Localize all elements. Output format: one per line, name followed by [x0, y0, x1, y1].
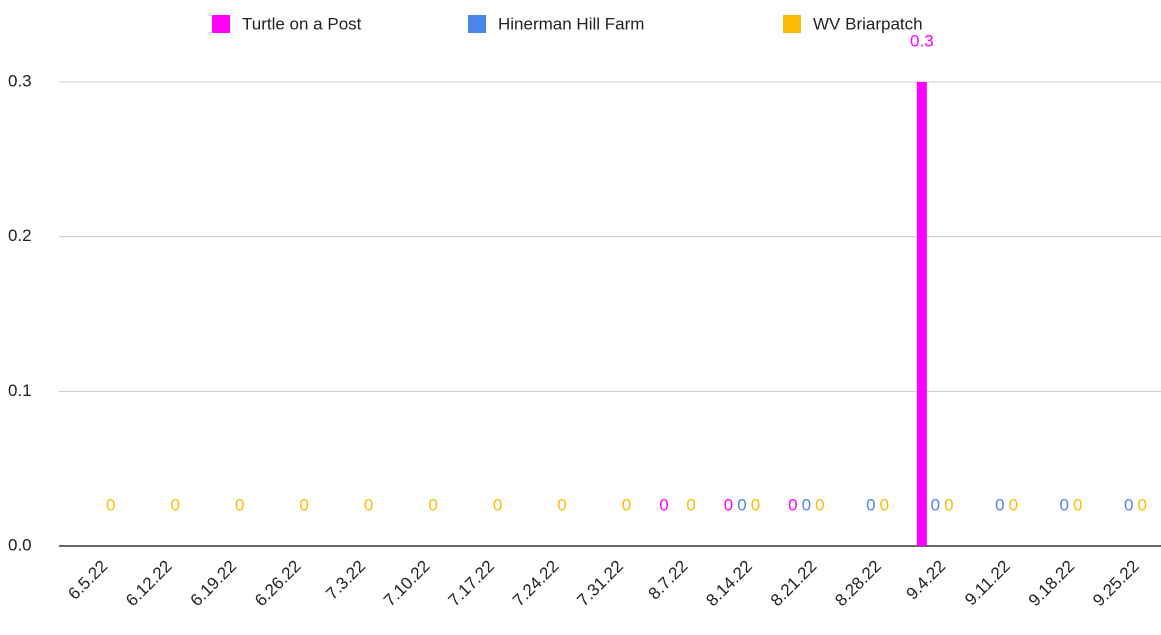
legend-swatch — [212, 15, 230, 33]
y-tick-label: 0.1 — [8, 381, 32, 400]
data-label: 0 — [170, 495, 179, 514]
x-tick-label: 8.14.22 — [702, 557, 756, 611]
data-label: 0 — [364, 495, 373, 514]
data-label: 0 — [751, 495, 760, 514]
x-tick-label: 9.18.22 — [1025, 557, 1079, 611]
x-tick-label: 6.12.22 — [122, 557, 176, 611]
x-tick-label: 7.10.22 — [380, 557, 434, 611]
x-tick-label: 9.11.22 — [961, 557, 1014, 610]
x-tick-label: 9.25.22 — [1089, 557, 1143, 611]
data-label: 0 — [659, 495, 668, 514]
legend-swatch — [783, 15, 801, 33]
data-label: 0 — [428, 495, 437, 514]
data-label: 0 — [931, 495, 940, 514]
data-label: 0 — [880, 495, 889, 514]
x-tick-label: 8.28.22 — [831, 557, 885, 611]
data-label: 0 — [622, 495, 631, 514]
data-label: 0 — [106, 495, 115, 514]
data-label: 0 — [788, 495, 797, 514]
y-tick-label: 0.3 — [8, 71, 32, 90]
data-label: 0 — [995, 495, 1004, 514]
x-tick-label: 9.4.22 — [902, 557, 949, 604]
x-tick-label: 8.21.22 — [767, 557, 821, 611]
data-label: 0 — [493, 495, 502, 514]
y-tick-label: 0.2 — [8, 226, 32, 245]
x-tick-label: 8.7.22 — [645, 557, 692, 604]
data-label: 0 — [686, 495, 695, 514]
data-label: 0 — [235, 495, 244, 514]
x-tick-label: 7.24.22 — [509, 557, 563, 611]
data-label: 0 — [815, 495, 824, 514]
x-tick-label: 7.17.22 — [445, 557, 499, 611]
bar — [916, 82, 927, 546]
x-tick-label: 6.5.22 — [64, 557, 111, 604]
data-label: 0 — [1009, 495, 1018, 514]
x-tick-label: 6.26.22 — [251, 557, 305, 611]
data-label: 0 — [1060, 495, 1069, 514]
x-tick-label: 7.31.22 — [573, 557, 627, 611]
y-tick-label: 0.0 — [8, 535, 32, 554]
data-label: 0 — [557, 495, 566, 514]
legend-swatch — [468, 15, 486, 33]
legend-label: Turtle on a Post — [242, 14, 362, 33]
data-label: 0 — [866, 495, 875, 514]
data-label: 0 — [299, 495, 308, 514]
data-label: 0 — [737, 495, 746, 514]
x-tick-label: 6.19.22 — [187, 557, 241, 611]
x-tick-label: 7.3.22 — [322, 557, 369, 604]
data-label: 0 — [944, 495, 953, 514]
data-label: 0 — [1073, 495, 1082, 514]
legend-label: WV Briarpatch — [813, 14, 923, 33]
data-label: 0 — [724, 495, 733, 514]
data-label: 0 — [1138, 495, 1147, 514]
data-label: 0.3 — [910, 31, 934, 50]
data-label: 0 — [1124, 495, 1133, 514]
legend-label: Hinerman Hill Farm — [498, 14, 644, 33]
data-label: 0 — [802, 495, 811, 514]
